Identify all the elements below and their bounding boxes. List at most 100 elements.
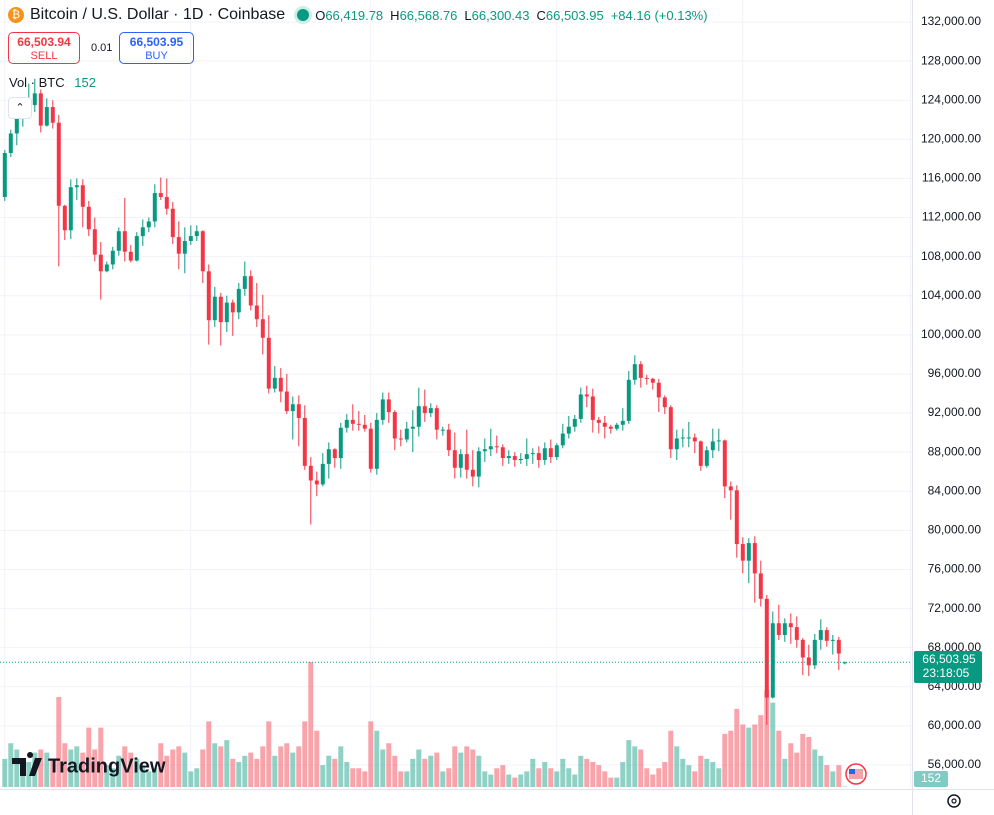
volume-bar (662, 762, 668, 787)
y-tick-label: 100,000.00 (921, 327, 981, 341)
candle-body (368, 428, 373, 469)
volume-bar (128, 752, 134, 787)
volume-bar (218, 746, 224, 787)
volume-bar (44, 752, 50, 787)
volume-bar (674, 746, 680, 787)
candle-body (620, 420, 625, 425)
volume-bar (284, 743, 290, 787)
header: ₿ Bitcoin / U.S. Dollar · 1D · Coinbase … (8, 6, 708, 24)
volume-label: Vol · BTC (9, 75, 65, 90)
market-status (297, 9, 310, 21)
volume-bar (716, 768, 722, 787)
volume-bar (452, 746, 458, 787)
volume-bar (512, 777, 518, 787)
volume-bar (554, 771, 560, 787)
candle-body (404, 428, 409, 440)
volume-bar (806, 737, 812, 787)
candle-body (530, 453, 535, 455)
volume-bar (158, 743, 164, 787)
ohlc-value: 66,503.95 (545, 7, 604, 23)
candle-body (500, 447, 505, 459)
candle-body (626, 379, 631, 421)
volume-bar (710, 762, 716, 787)
collapse-button[interactable]: ⌃ (8, 97, 32, 119)
candle-body (830, 639, 835, 641)
volume-bar (152, 768, 158, 787)
volume-bar (350, 768, 356, 787)
candle-body (452, 450, 457, 468)
candle-body (164, 196, 169, 209)
candle-body (350, 419, 355, 424)
candle-body (788, 623, 793, 628)
candle-body (578, 394, 583, 419)
volume-bar (794, 752, 800, 787)
volume-pane (2, 662, 848, 787)
volume-bar (182, 752, 188, 787)
y-tick-label: 104,000.00 (921, 288, 981, 302)
volume-bar (362, 771, 368, 787)
candle-body (194, 231, 199, 237)
candle-body (182, 240, 187, 254)
volume-bar (560, 758, 566, 787)
ohlc-value: 66,419.78 (325, 7, 384, 23)
candle-body (242, 276, 247, 289)
volume-bar (326, 755, 332, 787)
candle-body (650, 378, 655, 383)
volume-bar (608, 777, 614, 787)
volume-bar (656, 768, 662, 787)
candle-body (458, 454, 463, 468)
volume-bar (236, 762, 242, 787)
volume-bar (800, 733, 806, 787)
candle-body (542, 448, 547, 460)
volume-bar (368, 721, 374, 787)
settings-icon[interactable] (947, 794, 961, 808)
volume-bar (812, 749, 818, 787)
candle-body (260, 319, 265, 338)
candle-body (302, 417, 307, 466)
candle-body (536, 453, 541, 460)
candle-body (590, 396, 595, 420)
volume-bar (266, 721, 272, 787)
y-tick-label: 128,000.00 (921, 53, 981, 67)
candle-body (842, 662, 847, 664)
volume-bar (134, 758, 140, 787)
candle-body (710, 441, 715, 451)
ohlc-key: C (536, 7, 546, 23)
volume-bar (464, 746, 470, 787)
candle-body (614, 424, 619, 429)
volume-bar (338, 746, 344, 787)
volume-bar (602, 771, 608, 787)
candle-body (128, 251, 133, 261)
volume-bar (374, 730, 380, 787)
volume-bar (698, 755, 704, 787)
price-tag-price: 66,503.95 (922, 652, 976, 666)
logo-text: TradingView (48, 755, 166, 777)
candle-body (410, 426, 415, 429)
candle-body (608, 426, 613, 429)
volume-bar (164, 755, 170, 787)
volume-bar (704, 758, 710, 787)
flag-icon[interactable] (845, 763, 867, 785)
candle-body (110, 250, 115, 265)
candle-body (44, 107, 49, 126)
volume-bar (530, 758, 536, 787)
volume-bar (644, 768, 650, 787)
candle-body (98, 254, 103, 272)
sell-button[interactable]: 66,503.94 SELL (8, 32, 80, 64)
buy-button[interactable]: 66,503.95 BUY (119, 32, 194, 64)
candle-body (290, 404, 295, 412)
volume-bar (488, 774, 494, 787)
candle-body (374, 419, 379, 469)
candle-body (416, 406, 421, 427)
volume-bar (38, 749, 44, 787)
x-tick-label: Dec (360, 793, 381, 807)
volume-bar (92, 749, 98, 787)
candle-body (188, 236, 193, 241)
volume-bar (122, 746, 128, 787)
candle-body (644, 377, 649, 379)
tv-logo: TradingView (12, 752, 166, 777)
candle-body (152, 193, 157, 222)
volume-bar (56, 697, 62, 787)
volume-bar (68, 749, 74, 787)
volume-bar (434, 752, 440, 787)
